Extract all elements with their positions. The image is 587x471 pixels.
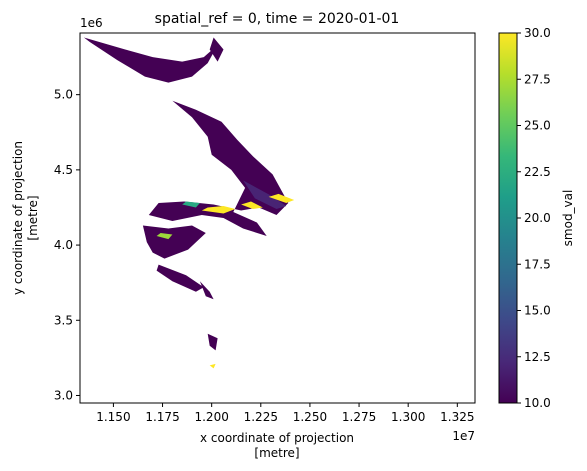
colorbar-tick-label: 25.0 bbox=[524, 119, 551, 133]
heatmap-region bbox=[207, 333, 218, 351]
y-tick-label: 4.5 bbox=[54, 163, 73, 177]
y-axis: 3.0 3.5 4.0 4.5 5.0 bbox=[54, 88, 80, 402]
x-tick-label: 1.250 bbox=[293, 410, 327, 424]
x-tick-label: 1.300 bbox=[391, 410, 425, 424]
x-axis: 1.150 1.175 1.200 1.225 1.250 1.275 1.300 1.325 bbox=[96, 403, 474, 424]
heatmap-region bbox=[182, 201, 200, 208]
heatmap-region bbox=[201, 206, 236, 214]
colorbar-tick-label: 17.5 bbox=[524, 257, 551, 271]
y-tick-label: 5.0 bbox=[54, 88, 73, 102]
heatmap-region bbox=[156, 264, 204, 292]
colorbar-ticks: 10.0 12.5 15.0 17.5 20.0 22.5 25.0 27.5 30.0 bbox=[517, 26, 551, 410]
y-offset-label: 1e6 bbox=[80, 16, 103, 30]
heatmap-region bbox=[209, 363, 216, 369]
x-axis-label: x coordinate of projection[metre] bbox=[200, 431, 354, 460]
colorbar-tick-label: 27.5 bbox=[524, 72, 551, 86]
colorbar-tick-label: 15.0 bbox=[524, 304, 551, 318]
colorbar-tick-label: 20.0 bbox=[524, 211, 551, 225]
heatmap-region bbox=[243, 180, 287, 209]
x-offset-label: 1e7 bbox=[452, 429, 475, 443]
colorbar bbox=[498, 32, 518, 404]
heatmap-region bbox=[268, 193, 295, 203]
y-tick-label: 4.0 bbox=[54, 238, 73, 252]
heatmap-region bbox=[199, 281, 214, 300]
heatmap-region bbox=[209, 37, 224, 62]
colorbar-tick-label: 30.0 bbox=[524, 26, 551, 40]
colorbar-tick-label: 22.5 bbox=[524, 165, 551, 179]
x-tick-label: 1.150 bbox=[96, 410, 130, 424]
y-tick-label: 3.5 bbox=[54, 313, 73, 327]
colorbar-label: smod_val bbox=[561, 190, 575, 247]
heatmap-region bbox=[148, 100, 289, 236]
x-tick-label: 1.225 bbox=[244, 410, 278, 424]
x-tick-label: 1.200 bbox=[194, 410, 228, 424]
heatmap-region bbox=[241, 201, 263, 209]
y-axis-label-line: y coordinate of projection bbox=[11, 141, 25, 295]
x-axis-label-line: [metre] bbox=[254, 446, 299, 460]
y-axis-label-line: [metre] bbox=[26, 195, 40, 240]
heatmap-layer bbox=[83, 37, 295, 369]
y-axis-label: y coordinate of projection [metre] bbox=[11, 141, 40, 295]
colorbar-tick-label: 12.5 bbox=[524, 350, 551, 364]
heatmap-region bbox=[156, 233, 173, 240]
x-tick-label: 1.175 bbox=[145, 410, 179, 424]
heatmap-region bbox=[83, 37, 218, 83]
colorbar-tick-label: 10.0 bbox=[524, 396, 551, 410]
x-tick-label: 1.325 bbox=[440, 410, 474, 424]
y-tick-label: 3.0 bbox=[54, 388, 73, 402]
chart-title: spatial_ref = 0, time = 2020-01-01 bbox=[155, 11, 400, 27]
plot-frame bbox=[79, 32, 476, 404]
x-tick-label: 1.275 bbox=[342, 410, 376, 424]
x-axis-label-line: x coordinate of projection bbox=[200, 431, 354, 445]
heatmap-region bbox=[142, 225, 206, 259]
